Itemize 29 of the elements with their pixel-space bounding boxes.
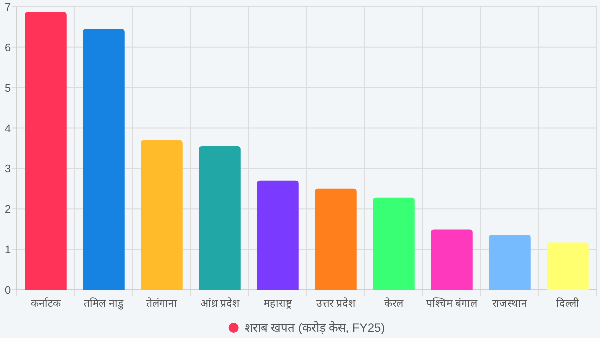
x-tick-label: उत्तर प्रदेश [316,297,356,310]
x-tick-label: तेलंगाना [146,297,178,310]
y-tick-label: 6 [4,42,12,54]
y-tick-label: 1 [4,244,12,257]
y-tick-label: 2 [4,204,12,216]
bar [431,230,473,290]
bar [199,146,241,290]
bar [315,188,357,290]
bar [83,29,125,290]
y-tick-label: 7 [4,2,12,14]
bar [257,180,299,290]
x-tick-label: महाराष्ट्र [264,298,293,310]
y-tick-label: 5 [4,82,12,95]
bar [373,198,415,290]
x-tick-label: कर्नाटक [31,297,62,310]
x-tick-label: राजस्थान [492,298,528,310]
y-tick-label: 3 [4,164,12,176]
bar [547,242,589,290]
legend: शराब खपत (करोड़ केस, FY25) [228,321,386,335]
bar [141,140,183,290]
x-tick-label: पश्चिम बंगाल [426,297,478,310]
y-tick-label: 0 [4,285,12,297]
x-tick-label: आंध्र प्रदेश [200,297,240,310]
y-tick-label: 4 [4,123,12,136]
bar [489,235,531,290]
x-tick-label: दिल्ली [556,297,580,310]
x-tick-label: केरल [384,297,404,310]
x-tick-label: तमिल नाडु [84,297,124,310]
bar [25,12,67,290]
